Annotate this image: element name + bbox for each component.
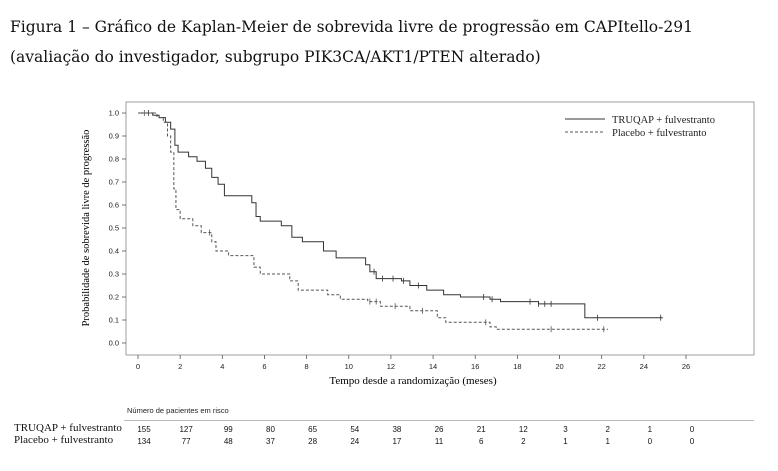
risk-count: 17 xyxy=(392,437,402,446)
x-tick-label: 16 xyxy=(471,362,479,371)
x-tick-label: 12 xyxy=(387,362,395,371)
legend-entry: Placebo + fulvestranto xyxy=(612,128,707,139)
risk-count: 65 xyxy=(308,425,318,434)
y-tick-label: 0.4 xyxy=(109,247,119,256)
x-tick-label: 4 xyxy=(220,362,224,371)
x-tick-label: 6 xyxy=(262,362,266,371)
risk-count: 26 xyxy=(434,425,444,434)
x-axis-label: Tempo desde a randomização (meses) xyxy=(329,375,497,387)
x-tick-label: 26 xyxy=(682,362,690,371)
risk-count: 6 xyxy=(478,437,484,446)
risk-row-label: TRUQAP + fulvestranto xyxy=(14,422,122,434)
x-tick-label: 22 xyxy=(598,362,606,371)
risk-count: 0 xyxy=(689,425,695,434)
risk-count: 0 xyxy=(647,437,653,446)
x-tick-label: 24 xyxy=(640,362,648,371)
risk-count: 134 xyxy=(137,437,151,446)
risk-count: 37 xyxy=(266,437,275,446)
risk-count: 38 xyxy=(392,425,402,434)
risk-count: 1 xyxy=(605,437,610,446)
risk-count: 155 xyxy=(137,425,151,434)
risk-count: 24 xyxy=(350,437,360,446)
risk-count: 1 xyxy=(647,425,653,434)
y-tick-label: 0.9 xyxy=(109,132,119,141)
y-tick-label: 0.7 xyxy=(109,178,119,187)
risk-count: 2 xyxy=(521,437,526,446)
risk-count: 11 xyxy=(434,437,444,446)
risk-table: Número de pacientes em risco TRUQAP + fu… xyxy=(0,404,778,471)
legend-entry: TRUQAP + fulvestranto xyxy=(612,115,715,126)
x-tick-label: 10 xyxy=(345,362,353,371)
x-tick-label: 2 xyxy=(178,362,182,371)
plot-frame xyxy=(125,101,755,356)
figure-caption: Figura 1 – Gráfico de Kaplan-Meier de so… xyxy=(10,18,693,66)
y-tick-label: 1.0 xyxy=(109,109,119,118)
y-axis-label: Probabilidade de sobrevida livre de prog… xyxy=(81,130,92,327)
risk-count: 1 xyxy=(563,437,568,446)
x-tick-label: 0 xyxy=(136,362,140,371)
risk-table-divider xyxy=(124,420,754,421)
risk-count: 127 xyxy=(179,425,193,434)
risk-count: 0 xyxy=(689,437,695,446)
x-tick-label: 20 xyxy=(555,362,563,371)
y-tick-label: 0.6 xyxy=(109,201,119,210)
risk-table-title: Número de pacientes em risco xyxy=(127,406,229,415)
kaplan-meier-chart: 0 2 4 6 8 10 12 14 16 18 20 22 24 260.00.10.20.30.40.… xyxy=(81,101,755,387)
x-tick-label: 14 xyxy=(429,362,437,371)
y-tick-label: 0.3 xyxy=(109,270,119,279)
risk-count: 48 xyxy=(223,437,233,446)
risk-count: 54 xyxy=(350,425,360,434)
y-tick-label: 0.2 xyxy=(109,293,119,302)
km-curve-truqap xyxy=(138,112,663,319)
x-tick-label: 18 xyxy=(513,362,521,371)
risk-row-label: Placebo + fulvestranto xyxy=(14,434,114,446)
risk-count: 77 xyxy=(181,437,191,446)
risk-count: 28 xyxy=(308,437,318,446)
y-tick-label: 0.1 xyxy=(109,316,119,325)
y-tick-label: 0.0 xyxy=(109,339,119,348)
risk-count: 3 xyxy=(563,425,568,434)
risk-count: 99 xyxy=(223,425,233,434)
risk-count: 2 xyxy=(605,425,610,434)
y-tick-label: 0.5 xyxy=(109,224,119,233)
x-tick-label: 8 xyxy=(305,362,309,371)
risk-count: 21 xyxy=(476,425,486,434)
risk-count: 80 xyxy=(266,425,275,434)
km-curve-placebo xyxy=(138,112,609,330)
risk-count: 12 xyxy=(518,425,528,434)
y-tick-label: 0.8 xyxy=(109,155,119,164)
